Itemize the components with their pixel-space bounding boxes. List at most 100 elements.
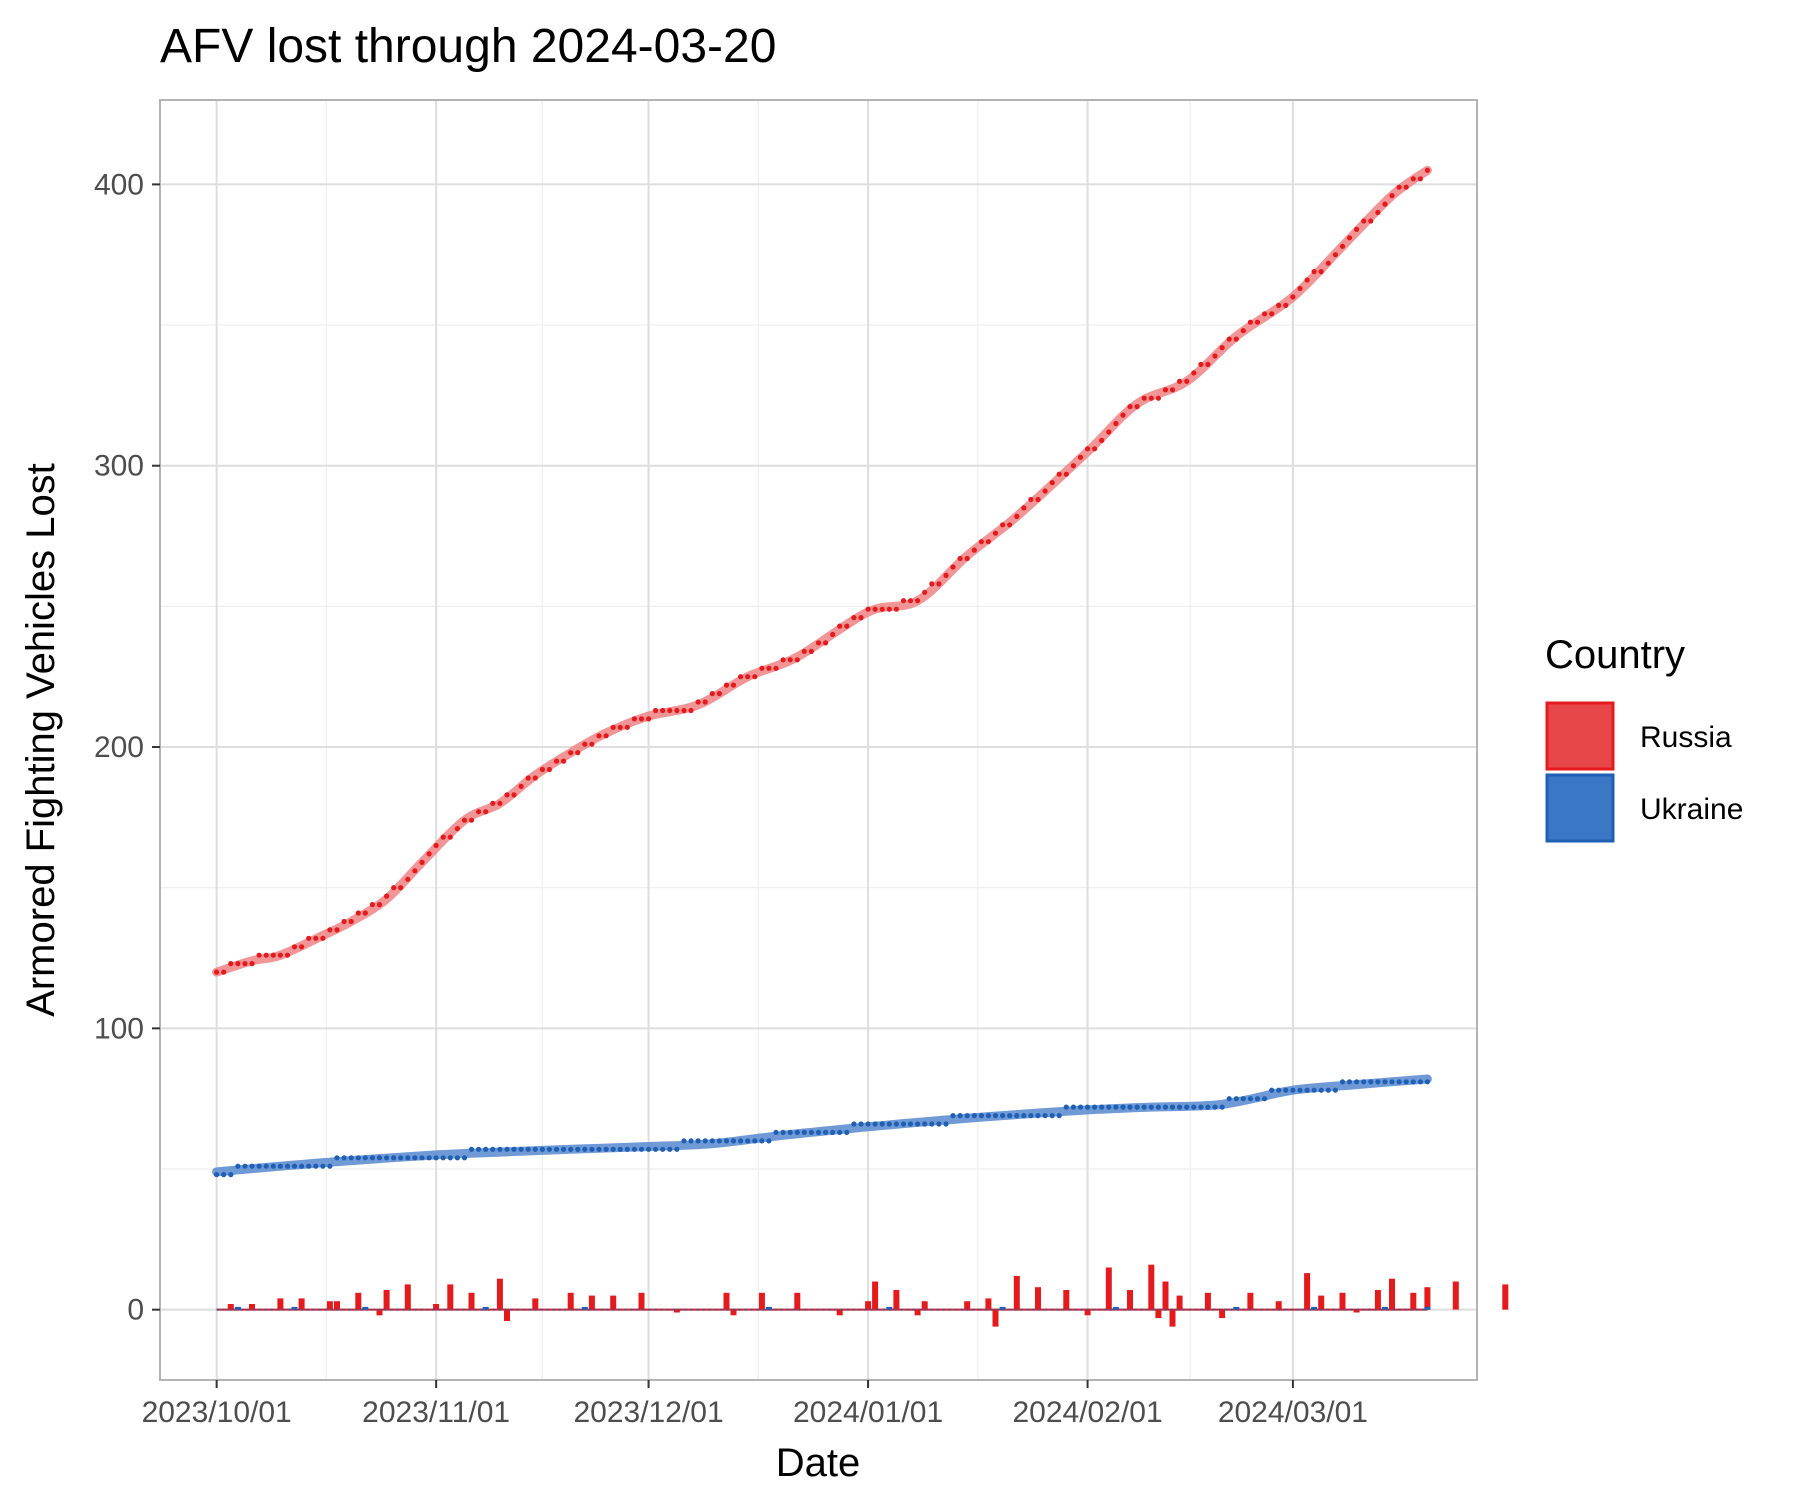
ukraine-point — [1205, 1104, 1211, 1110]
ukraine-point — [1226, 1096, 1232, 1102]
russia-point — [461, 817, 468, 823]
russia-daily-change-bar — [872, 1281, 879, 1310]
russia-point — [1262, 311, 1268, 317]
ukraine-point — [1063, 1104, 1069, 1110]
russia-daily-change-bar — [1155, 1309, 1162, 1319]
ukraine-point — [1007, 1113, 1013, 1119]
ukraine-point — [1177, 1104, 1183, 1110]
ukraine-point — [1014, 1113, 1020, 1119]
ukraine-point — [752, 1138, 758, 1144]
ukraine-point — [646, 1146, 652, 1152]
russia-point — [1346, 235, 1353, 241]
ukraine-point — [624, 1146, 630, 1152]
ukraine-daily-change-bar — [291, 1306, 298, 1310]
ukraine-point — [964, 1113, 970, 1119]
ukraine-point — [419, 1155, 425, 1161]
russia-point — [1396, 184, 1402, 190]
russia-point — [716, 691, 723, 697]
ukraine-point — [327, 1163, 333, 1169]
russia-point — [1134, 404, 1140, 410]
legend-title: Country — [1545, 633, 1685, 677]
russia-daily-change-bar — [404, 1284, 411, 1310]
ukraine-point — [844, 1129, 850, 1135]
russia-daily-change-bar — [1176, 1295, 1183, 1310]
ukraine-point — [497, 1146, 503, 1152]
russia-point — [660, 707, 666, 714]
ukraine-point — [214, 1172, 220, 1178]
russia-point — [539, 766, 546, 773]
russia-point — [1226, 336, 1232, 342]
ukraine-point — [730, 1138, 737, 1144]
russia-point — [291, 944, 298, 950]
ukraine-point — [1410, 1079, 1416, 1085]
russia-point — [1120, 412, 1126, 418]
legend-items: Russia Ukraine — [1545, 701, 1743, 843]
russia-point — [780, 657, 786, 663]
russia-point — [1141, 395, 1147, 401]
russia-point — [1417, 176, 1423, 182]
russia-point — [235, 961, 241, 967]
russia-point — [256, 952, 262, 958]
russia-point — [1049, 480, 1055, 486]
ukraine-daily-change-bar — [1112, 1306, 1119, 1310]
russia-point — [738, 674, 744, 680]
russia-point — [299, 944, 305, 950]
russia-point — [546, 766, 553, 773]
ukraine-point — [766, 1138, 772, 1144]
russia-point — [249, 961, 255, 967]
russia-point — [844, 623, 850, 629]
russia-point — [950, 564, 956, 570]
russia-point — [334, 927, 340, 933]
ukraine-daily-change-bar — [234, 1306, 241, 1310]
ukraine-point — [341, 1155, 347, 1161]
ukraine-point — [801, 1129, 807, 1135]
x-tick-label: 2023/11/01 — [362, 1396, 510, 1429]
ukraine-point — [235, 1163, 241, 1169]
russia-point — [405, 876, 411, 882]
ukraine-point — [1382, 1079, 1388, 1085]
russia-point — [1311, 269, 1317, 275]
ukraine-point — [893, 1121, 900, 1127]
russia-point — [596, 733, 602, 739]
ukraine-point — [1254, 1096, 1261, 1102]
russia-point — [419, 859, 425, 866]
russia-point — [454, 826, 460, 832]
russia-point — [985, 539, 992, 545]
ukraine-point — [1332, 1087, 1338, 1093]
y-tick-label: 300 — [94, 450, 144, 483]
russia-point — [667, 707, 673, 714]
ukraine-point — [525, 1146, 531, 1152]
ukraine-point — [1212, 1104, 1218, 1110]
russia-point — [369, 902, 375, 908]
russia-point — [936, 581, 942, 587]
russia-point — [391, 885, 397, 891]
legend-label-russia: Russia — [1640, 721, 1732, 754]
russia-point — [1035, 496, 1041, 503]
russia-point — [752, 674, 758, 680]
plot-data — [212, 165, 1509, 1327]
ukraine-daily-change-bar — [581, 1306, 588, 1310]
russia-point — [1021, 505, 1027, 511]
russia-point — [943, 572, 949, 579]
ukraine-point — [1134, 1104, 1140, 1110]
ukraine-point — [504, 1146, 510, 1152]
ukraine-daily-change-bar — [886, 1306, 893, 1310]
ukraine-point — [299, 1163, 305, 1169]
russia-point — [610, 724, 616, 730]
russia-point — [426, 851, 432, 857]
ukraine-point — [1219, 1104, 1225, 1110]
ukraine-point — [1318, 1087, 1324, 1093]
russia-daily-change-bar — [1063, 1290, 1070, 1310]
russia-daily-change-bar — [1162, 1281, 1169, 1310]
russia-daily-change-bar — [1275, 1301, 1282, 1310]
ukraine-point — [660, 1146, 666, 1152]
russia-point — [1219, 345, 1225, 351]
russia-daily-change-bar — [893, 1290, 900, 1310]
ukraine-point — [653, 1146, 659, 1152]
ukraine-point — [1290, 1087, 1296, 1093]
ukraine-point — [745, 1138, 751, 1144]
russia-daily-change-bar — [227, 1304, 234, 1310]
ukraine-point — [284, 1163, 291, 1169]
ukraine-point — [1424, 1079, 1430, 1085]
